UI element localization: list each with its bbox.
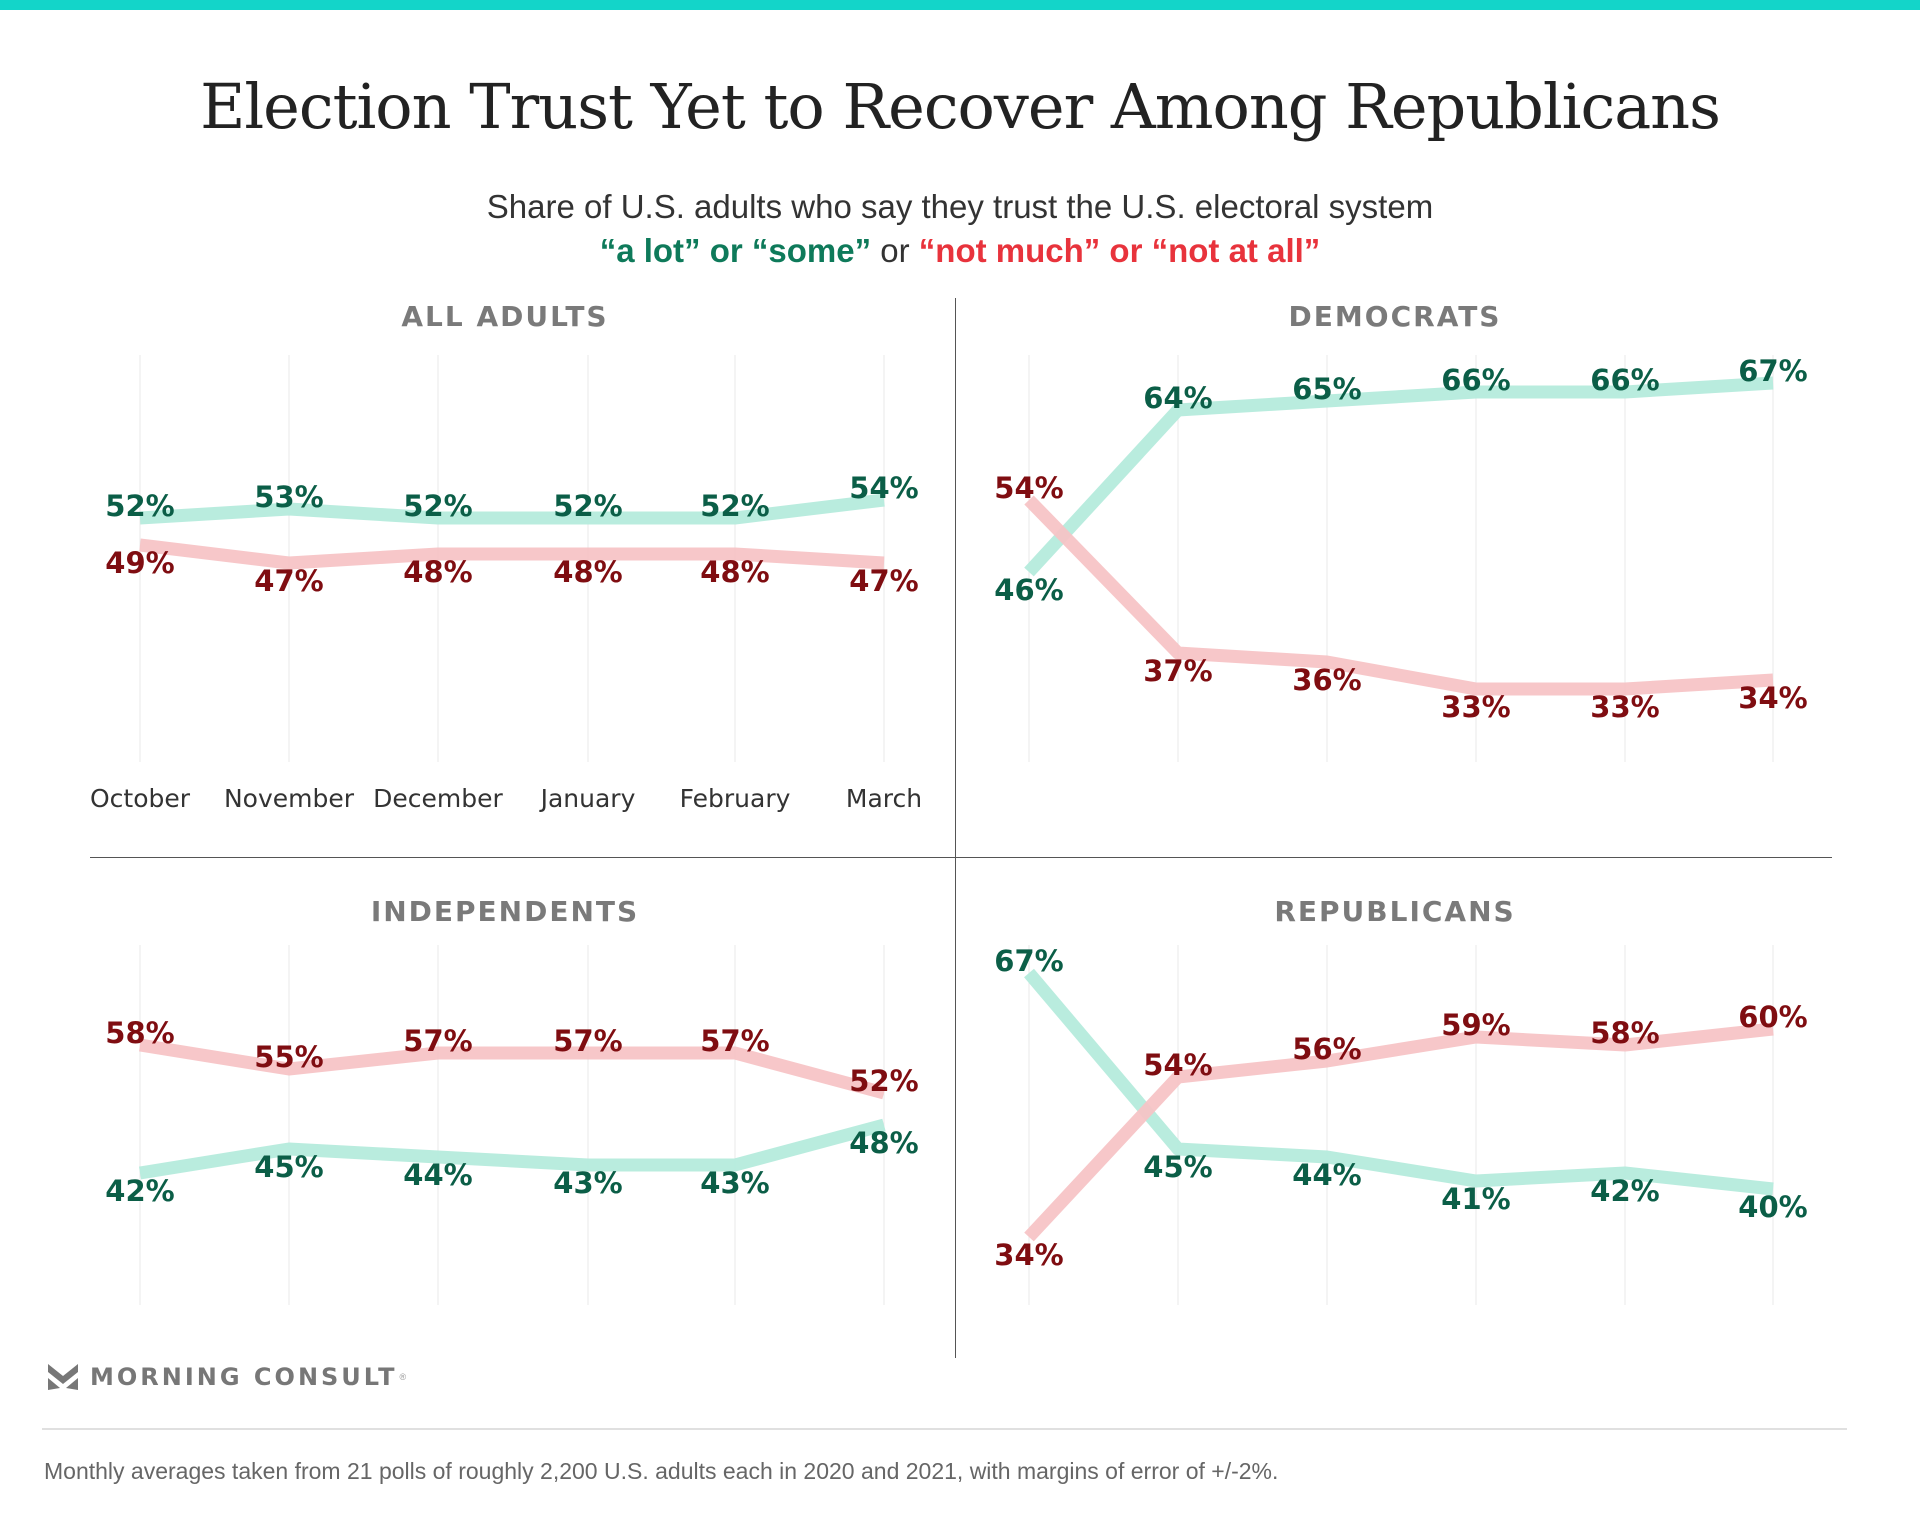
panel-divider-vertical (955, 298, 956, 1358)
data-label-trust: 66% (1441, 363, 1510, 397)
data-label-distrust: 48% (403, 555, 472, 589)
data-label-trust: 53% (254, 480, 323, 514)
data-label-distrust: 34% (1738, 681, 1807, 715)
footer-note: Monthly averages taken from 21 polls of … (44, 1458, 1279, 1484)
data-label-trust: 46% (994, 573, 1063, 607)
panel-title-all-adults: ALL ADULTS (401, 300, 608, 333)
panel-title-republicans: REPUBLICANS (1274, 895, 1515, 928)
data-label-distrust: 59% (1441, 1008, 1510, 1042)
data-label-trust: 52% (105, 489, 174, 523)
data-label-trust: 43% (700, 1166, 769, 1200)
accent-bar (0, 0, 1920, 10)
x-tick-label: November (224, 784, 355, 813)
data-label-trust: 67% (1738, 354, 1807, 388)
brand-name: MORNING CONSULT (90, 1363, 398, 1391)
data-label-distrust: 58% (105, 1016, 174, 1050)
series-line-trust (138, 1118, 886, 1180)
data-label-trust: 64% (1143, 381, 1212, 415)
data-label-trust: 43% (553, 1166, 622, 1200)
series-line-distrust (1024, 495, 1774, 696)
data-label-trust: 65% (1292, 372, 1361, 406)
series-line-distrust (1024, 1022, 1774, 1242)
data-label-distrust: 33% (1590, 690, 1659, 724)
x-tick-label: February (680, 784, 791, 813)
data-label-distrust: 33% (1441, 690, 1510, 724)
footer-divider (42, 1428, 1847, 1430)
data-label-distrust: 54% (1143, 1048, 1212, 1082)
data-label-distrust: 55% (254, 1040, 323, 1074)
brand-logo: MORNING CONSULT ® (48, 1360, 406, 1394)
data-label-trust: 45% (254, 1150, 323, 1184)
x-tick-label: January (539, 784, 636, 813)
series-line-distrust (138, 1038, 886, 1100)
chart-title: Election Trust Yet to Recover Among Repu… (200, 70, 1721, 143)
data-label-trust: 54% (849, 471, 918, 505)
data-label-trust: 52% (700, 489, 769, 523)
data-label-distrust: 47% (254, 564, 323, 598)
data-label-trust: 52% (553, 489, 622, 523)
panel-title-democrats: DEMOCRATS (1289, 300, 1502, 333)
data-label-trust: 44% (1292, 1158, 1361, 1192)
data-label-trust: 48% (849, 1126, 918, 1160)
series-line-trust (1024, 376, 1774, 577)
data-label-distrust: 60% (1738, 1000, 1807, 1034)
x-tick-label: March (846, 784, 922, 813)
series-line-distrust (139, 538, 885, 570)
data-label-trust: 41% (1441, 1182, 1510, 1216)
x-tick-label: December (373, 784, 503, 813)
data-label-distrust: 52% (849, 1064, 918, 1098)
data-label-distrust: 47% (849, 564, 918, 598)
data-label-trust: 52% (403, 489, 472, 523)
data-label-distrust: 57% (700, 1024, 769, 1058)
data-label-trust: 45% (1143, 1150, 1212, 1184)
data-label-distrust: 57% (553, 1024, 622, 1058)
data-label-trust: 66% (1590, 363, 1659, 397)
legend-trust: “a lot” or “some” (599, 232, 872, 269)
data-label-trust: 42% (1590, 1174, 1659, 1208)
legend-distrust: “not much” or “not at all” (918, 232, 1321, 269)
data-label-distrust: 48% (553, 555, 622, 589)
data-label-trust: 42% (105, 1174, 174, 1208)
registered-mark: ® (399, 1372, 407, 1382)
data-label-trust: 67% (994, 944, 1063, 978)
data-label-distrust: 57% (403, 1024, 472, 1058)
panel-title-independents: INDEPENDENTS (371, 895, 639, 928)
data-label-distrust: 49% (105, 546, 174, 580)
legend-line: “a lot” or “some” or “not much” or “not … (0, 232, 1920, 270)
x-tick-label: October (90, 784, 191, 813)
data-label-distrust: 54% (994, 471, 1063, 505)
panel-divider-horizontal (90, 857, 1832, 858)
series-line-trust (139, 493, 885, 525)
data-label-distrust: 36% (1292, 663, 1361, 697)
data-label-distrust: 34% (994, 1238, 1063, 1272)
data-label-trust: 40% (1738, 1190, 1807, 1224)
morning-consult-chevron-icon (48, 1364, 78, 1390)
data-label-distrust: 56% (1292, 1032, 1361, 1066)
chart-subtitle: Share of U.S. adults who say they trust … (486, 188, 1434, 225)
series-line-trust (1024, 968, 1774, 1196)
data-label-trust: 44% (403, 1158, 472, 1192)
legend-or: or (871, 232, 919, 269)
data-label-distrust: 37% (1143, 654, 1212, 688)
data-label-distrust: 58% (1590, 1016, 1659, 1050)
data-label-distrust: 48% (700, 555, 769, 589)
